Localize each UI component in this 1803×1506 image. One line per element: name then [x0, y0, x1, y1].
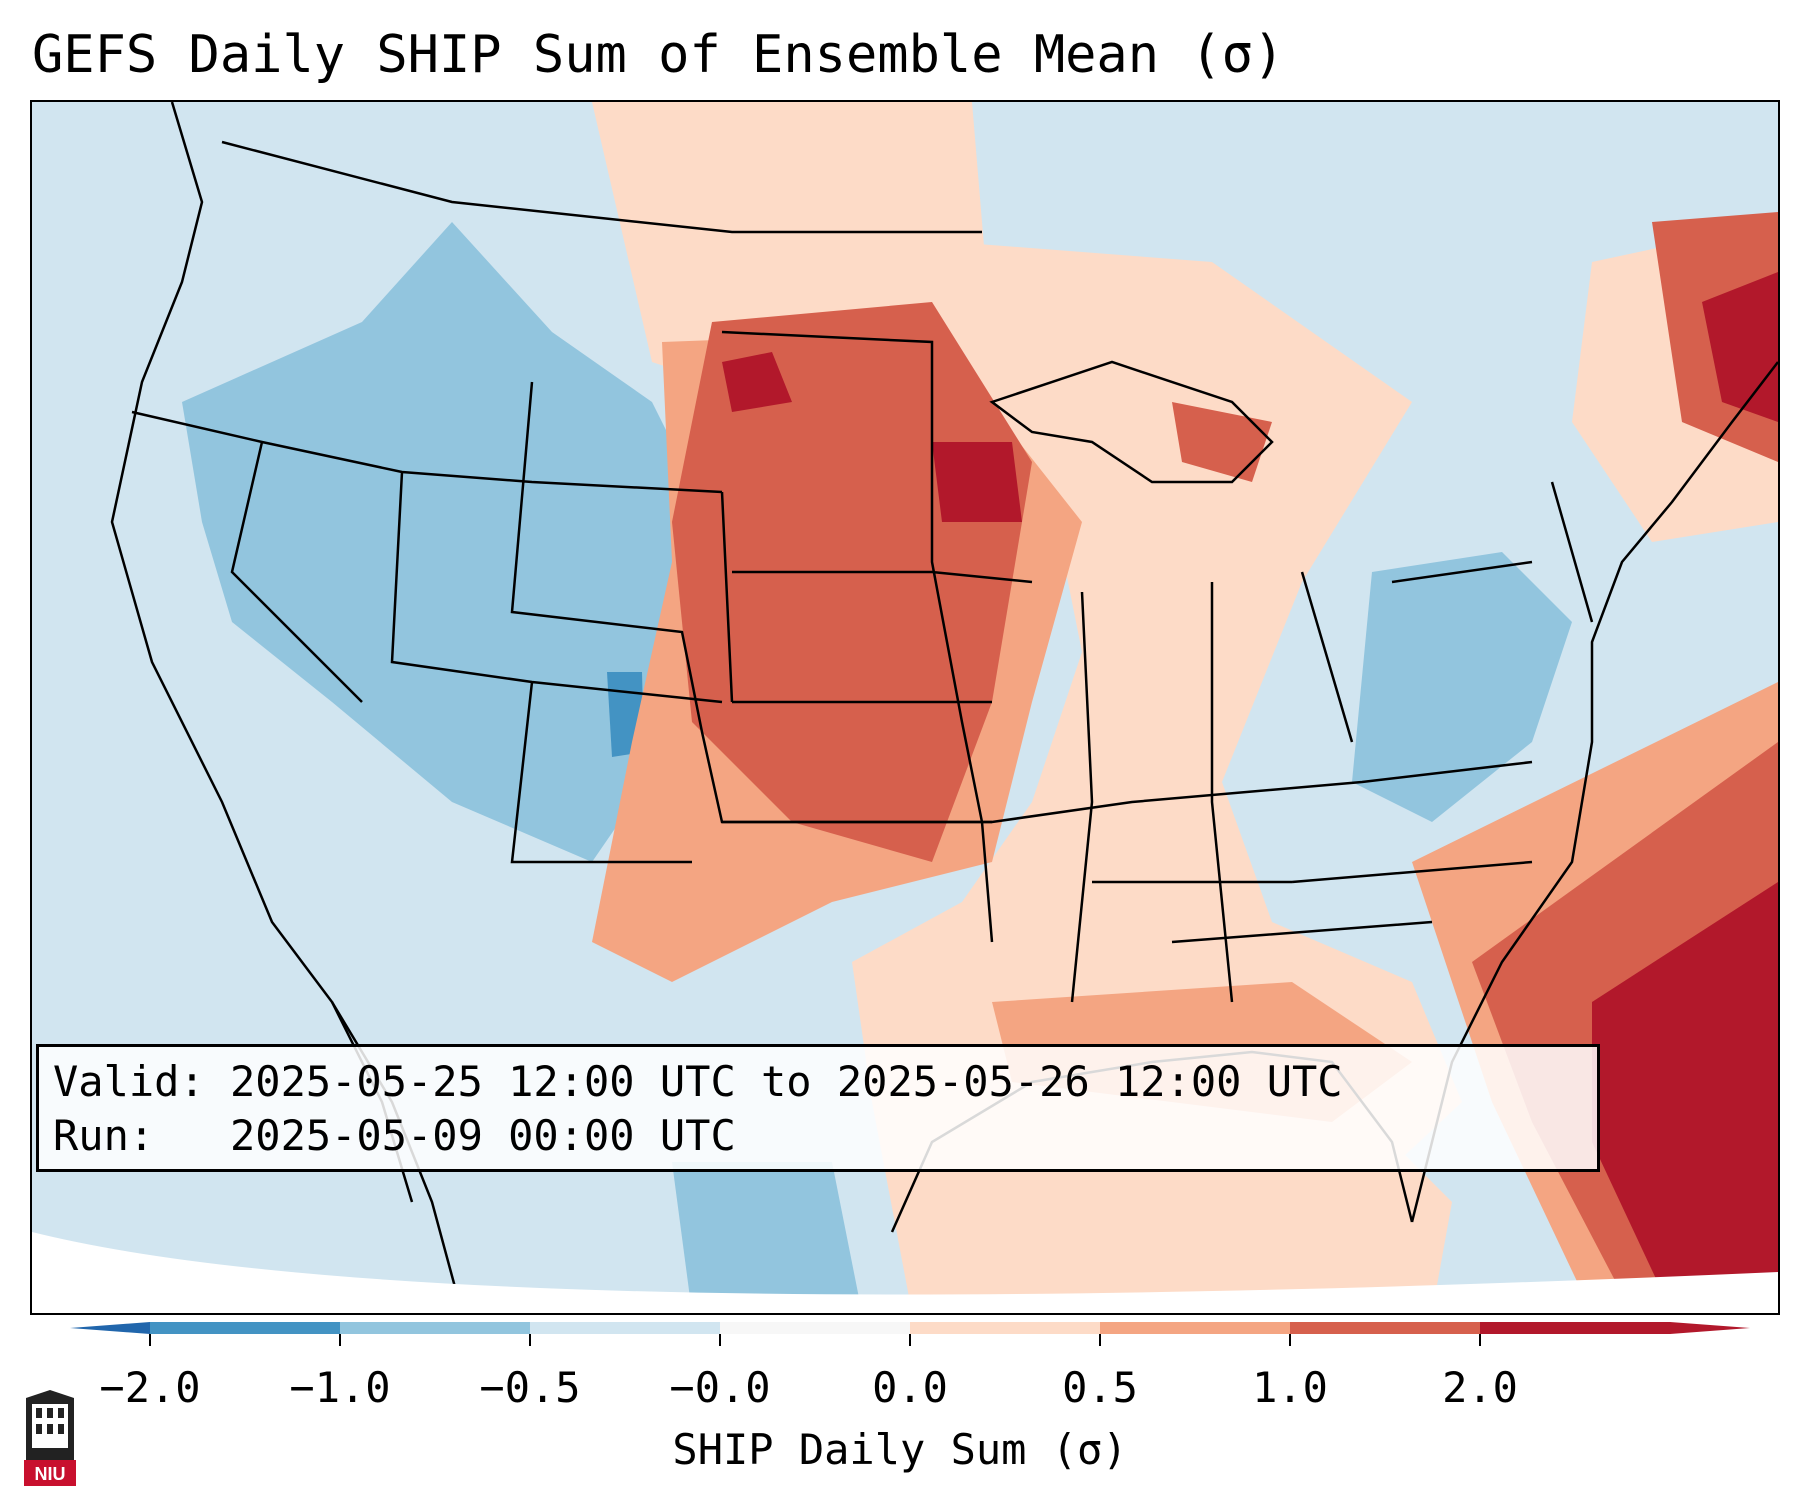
state-lines-west — [131, 381, 992, 864]
us-coastline-west — [110, 102, 414, 1203]
colorbar-under-arrow — [70, 1322, 150, 1334]
colorbar-segment — [1480, 1322, 1671, 1334]
colorbar-tick-label: −2.0 — [99, 1363, 201, 1412]
colorbar-tick-label: −0.5 — [479, 1363, 581, 1412]
projection-edge — [32, 1232, 1778, 1313]
field-atlantic-extreme — [1592, 882, 1778, 1313]
colorbar-segment — [910, 1322, 1101, 1334]
colorbar-segment — [720, 1322, 911, 1334]
colorbar-segment — [150, 1322, 341, 1334]
valid-time-text: Valid: 2025-05-25 12:00 UTC to 2025-05-2… — [53, 1057, 1343, 1106]
state-lines-east — [1070, 481, 1594, 1003]
colorbar-segment — [530, 1322, 721, 1334]
field-dakotas-extreme — [722, 352, 792, 412]
colorbar-tick-label: 1.0 — [1252, 1363, 1328, 1412]
colorbar-label: SHIP Daily Sum (σ) — [672, 1425, 1128, 1474]
east-coast — [1410, 361, 1778, 1223]
colorbar-tick-label: 0.0 — [872, 1363, 948, 1412]
field-west-negative — [182, 222, 712, 862]
field-newengland-extreme — [1702, 272, 1778, 422]
state-lines-central — [721, 330, 1533, 943]
us-canada-border — [221, 140, 982, 234]
logo-text: NIU — [35, 1464, 66, 1484]
colorbar-over-arrow — [1670, 1322, 1750, 1334]
colorbar-tick-label: −0.0 — [669, 1363, 771, 1412]
colorbar-tick-label: 2.0 — [1442, 1363, 1518, 1412]
chart-title: GEFS Daily SHIP Sum of Ensemble Mean (σ) — [32, 25, 1285, 85]
colorbar — [70, 1322, 1750, 1346]
colorbar-segments — [150, 1322, 1671, 1334]
field-appalachian-negative — [1352, 552, 1572, 822]
niu-logo: NIU — [24, 1390, 76, 1486]
valid-run-box: Valid: 2025-05-25 12:00 UTC to 2025-05-2… — [36, 1044, 1600, 1172]
colorbar-segment — [1290, 1322, 1481, 1334]
colorbar-tick-label: −1.0 — [289, 1363, 391, 1412]
great-lakes — [989, 360, 1274, 484]
run-time-text: Run: 2025-05-09 00:00 UTC — [53, 1111, 736, 1160]
field-great-lakes-strong — [1172, 402, 1272, 482]
colorbar-ticks — [149, 1334, 1481, 1346]
colorbar-tick-label: 0.5 — [1062, 1363, 1138, 1412]
colorbar-segment — [1100, 1322, 1291, 1334]
field-nebraska-extreme — [932, 442, 1022, 522]
field-texas-negative — [672, 1162, 862, 1313]
colorbar-segment — [340, 1322, 531, 1334]
